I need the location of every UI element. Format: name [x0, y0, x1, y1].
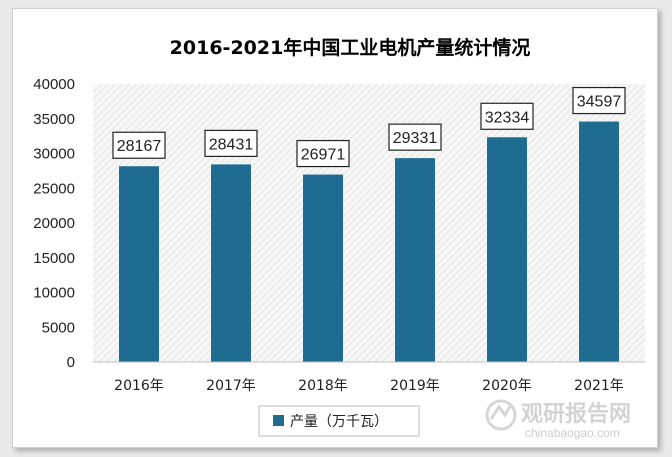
y-tick-label: 10000	[33, 285, 75, 302]
x-axis: 2016年 2017年 2018年 2019年 2020年 2021年	[114, 378, 624, 394]
y-tick-label: 20000	[33, 215, 75, 232]
legend-box	[258, 405, 420, 437]
legend: 产量（万千瓦）	[258, 405, 420, 437]
watermark-logo-icon	[485, 399, 517, 431]
y-tick-label: 35000	[33, 111, 75, 128]
legend-label: 产量（万千瓦）	[290, 414, 388, 430]
x-tick-label: 2017年	[206, 378, 256, 394]
watermark-url: chinabaogao.com	[525, 426, 620, 440]
bar	[119, 166, 159, 362]
x-tick-label: 2016年	[114, 378, 164, 394]
bar	[487, 137, 527, 362]
bar	[211, 164, 251, 362]
y-tick-label: 5000	[42, 319, 75, 336]
y-tick-label: 25000	[33, 180, 75, 197]
data-label-box	[296, 139, 350, 168]
data-label: 29331	[393, 130, 438, 147]
data-label-box	[480, 102, 534, 130]
data-label: 28431	[209, 136, 254, 153]
y-tick-label: 0	[67, 354, 75, 371]
legend-swatch	[273, 415, 284, 426]
data-labels: 28167 28431 26971 29331 32334 34597	[112, 86, 626, 168]
data-label-box	[204, 129, 258, 158]
bar-chart: 2016-2021年中国工业电机产量统计情况 0 5000 10000 15000 20…	[33, 36, 645, 440]
data-label-box	[388, 123, 442, 151]
plot-area	[93, 84, 645, 362]
x-tick-label: 2021年	[574, 378, 624, 394]
data-label: 26971	[301, 147, 346, 164]
y-tick-label: 30000	[33, 146, 75, 163]
y-tick-label: 40000	[33, 76, 75, 93]
data-label: 34597	[577, 94, 622, 111]
x-tick-label: 2018年	[298, 378, 348, 394]
bars	[119, 121, 619, 363]
bar	[303, 174, 343, 362]
watermark: 观研报告网 chinabaogao.com	[485, 399, 631, 440]
data-label-box	[112, 131, 166, 159]
y-tick-label: 15000	[33, 250, 75, 267]
x-tick-label: 2020年	[482, 378, 532, 394]
watermark-text: 观研报告网	[521, 402, 631, 427]
bar	[395, 158, 435, 362]
bar	[579, 121, 619, 363]
data-label: 28167	[117, 138, 162, 155]
chart-title: 2016-2021年中国工业电机产量统计情况	[170, 36, 531, 59]
data-label-box	[572, 86, 626, 115]
y-axis: 0 5000 10000 15000 20000 25000 30000 35000 40000	[33, 76, 75, 371]
chart-card: 2016-2021年中国工业电机产量统计情况 0 5000 10000 15000 20…	[12, 8, 658, 448]
x-tick-label: 2019年	[390, 378, 440, 394]
data-label: 32334	[485, 109, 530, 126]
